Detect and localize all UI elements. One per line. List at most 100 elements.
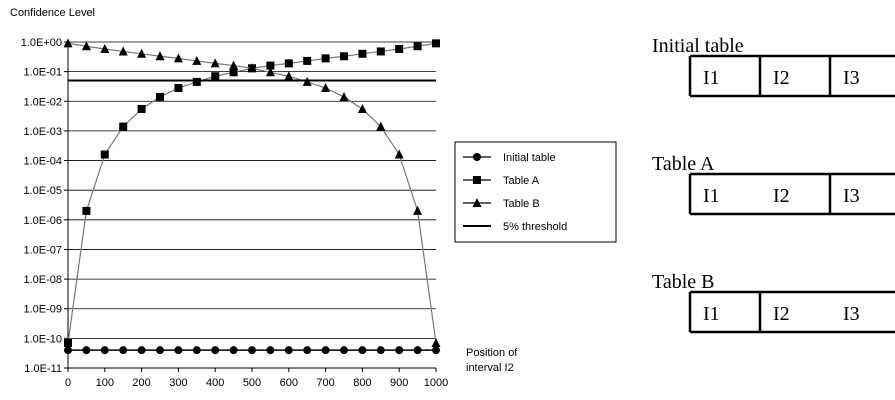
data-point-circle	[358, 346, 367, 355]
data-point-triangle	[100, 44, 110, 54]
data-point-triangle	[210, 58, 220, 68]
legend-marker-square	[473, 176, 481, 184]
x-axis-title-line-1: Position of	[466, 347, 518, 359]
series-line	[67, 42, 437, 344]
y-tick-label: 1.0E-11	[24, 363, 62, 375]
data-point-square	[321, 54, 330, 63]
data-point-circle	[192, 346, 201, 355]
data-point-square	[192, 77, 201, 86]
table-table-a: Table A I1 I2 I3	[652, 153, 895, 216]
data-point-circle	[82, 346, 91, 355]
legend-label: Table B	[503, 198, 540, 210]
data-point-square	[137, 104, 146, 113]
data-point-circle	[211, 346, 220, 355]
data-point-triangle	[192, 55, 202, 65]
data-point-triangle	[413, 205, 423, 215]
y-tick-labels: 1.0E-11 1.0E-10 1.0E-09 1.0E-08 1.0E-07 1.0E-…	[21, 37, 68, 375]
x-tick-label: 1000	[424, 377, 448, 389]
y-tick-label: 1.0E-07	[23, 244, 62, 256]
series-table-a	[64, 39, 440, 347]
data-point-circle	[321, 346, 330, 355]
data-point-square	[413, 42, 422, 51]
table-cell-label: I2	[773, 67, 790, 89]
data-point-square	[303, 56, 312, 65]
y-tick-label: 1.0E-09	[23, 304, 62, 316]
x-tick-label: 900	[390, 377, 408, 389]
table-table-b: Table B I1 I2 I3	[652, 271, 895, 334]
data-point-triangle	[431, 337, 441, 347]
data-point-triangle	[63, 38, 73, 48]
data-point-triangle	[137, 48, 147, 58]
data-point-square	[229, 68, 238, 77]
x-tick-label: 800	[353, 377, 371, 389]
x-tick-label: 0	[65, 377, 71, 389]
y-tick-label: 1.0E+00	[21, 37, 62, 49]
data-point-triangle	[376, 121, 386, 131]
gridlines	[68, 41, 436, 369]
y-tick-label: 1.0E-02	[23, 96, 62, 108]
table-cell-label: I3	[843, 67, 860, 89]
data-point-triangle	[81, 41, 91, 51]
y-tick-label: 1.0E-10	[23, 333, 62, 345]
table-cell-label: I1	[703, 185, 720, 207]
x-tick-label: 400	[206, 377, 224, 389]
data-point-circle	[156, 346, 164, 355]
data-point-circle	[395, 346, 404, 355]
y-tick-label: 1.0E-05	[23, 185, 62, 197]
table-cell-label: I2	[773, 185, 790, 207]
x-tick-label: 600	[280, 377, 298, 389]
series-table-b	[63, 38, 441, 347]
data-point-circle	[248, 346, 256, 355]
data-point-triangle	[394, 149, 404, 159]
y-tick-label: 1.0E-01	[23, 67, 62, 79]
table-cell-label: I2	[773, 303, 790, 325]
data-point-square	[64, 338, 72, 347]
data-point-square	[82, 206, 91, 215]
x-tick-label: 700	[316, 377, 334, 389]
data-point-square	[340, 52, 348, 61]
data-point-circle	[284, 346, 293, 355]
legend-marker-triangle	[472, 198, 482, 207]
y-tick-label: 1.0E-04	[23, 156, 62, 168]
x-tick-label: 500	[243, 377, 261, 389]
x-tick-label: 200	[132, 377, 150, 389]
data-point-circle	[137, 346, 146, 355]
partition-tables: Initial table I1 I2 I3 Table A I1 I2 I3 Table B I…	[652, 35, 895, 334]
data-point-circle	[119, 346, 128, 355]
data-point-triangle	[339, 91, 349, 101]
y-tick-label: 1.0E-06	[23, 215, 62, 227]
data-point-circle	[432, 346, 440, 355]
y-tick-label: 1.0E-08	[23, 274, 62, 286]
legend-label: 5% threshold	[503, 221, 567, 233]
data-point-square	[266, 61, 275, 70]
data-point-triangle	[155, 51, 165, 61]
x-tick-label: 300	[169, 377, 187, 389]
data-point-square	[100, 150, 109, 159]
series-initial-table	[64, 346, 440, 355]
table-initial-table: Initial table I1 I2 I3	[652, 35, 895, 98]
data-point-triangle	[173, 53, 183, 63]
data-point-circle	[376, 346, 385, 355]
data-point-circle	[64, 346, 72, 355]
table-cell-label: I3	[843, 185, 860, 207]
y-axis-title: Confidence Level	[10, 7, 95, 19]
data-point-triangle	[247, 63, 257, 73]
data-point-circle	[174, 346, 183, 355]
table-title: Initial table	[652, 35, 744, 57]
data-point-circle	[266, 346, 275, 355]
table-title: Table A	[652, 153, 715, 175]
legend-marker-circle	[473, 153, 481, 161]
table-cell-label: I1	[703, 303, 720, 325]
legend-label: Table A	[503, 175, 540, 187]
data-point-triangle	[229, 60, 239, 70]
series-line	[67, 42, 437, 344]
data-point-circle	[229, 346, 238, 355]
data-point-square	[395, 45, 404, 54]
series-layer	[63, 38, 441, 355]
table-cell-label: I1	[703, 67, 720, 89]
data-point-square	[211, 72, 220, 81]
data-point-square	[432, 39, 440, 48]
data-point-square	[174, 84, 183, 93]
x-tick-labels: 0 100 200 300 400 500 600 700 800 900 1000	[65, 368, 448, 389]
